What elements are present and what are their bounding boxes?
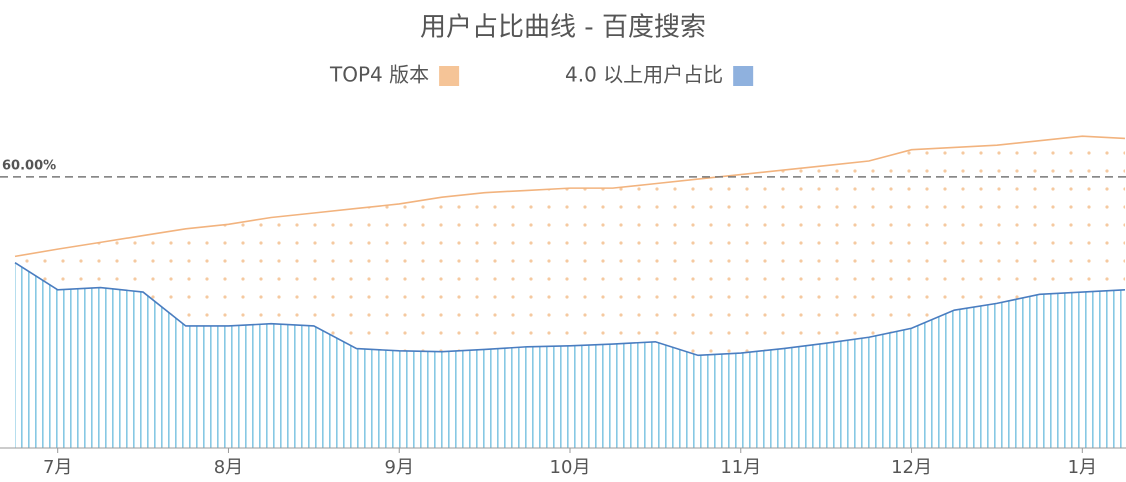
legend-label: TOP4 版本 (329, 63, 429, 87)
x-tick-label: 9月 (385, 457, 414, 478)
legend-label: 4.0 以上用户占比 (565, 63, 723, 87)
legend-swatch (733, 66, 754, 86)
legend-swatch (439, 66, 460, 86)
area-fill (15, 262, 1125, 448)
area-fill (15, 136, 1125, 356)
x-tick-label: 1月 (1068, 457, 1097, 478)
x-tick-label: 11月 (720, 457, 761, 478)
x-tick-label: 7月 (43, 457, 72, 478)
series-line (14, 135, 1126, 258)
reference-label: 60.00% (2, 158, 56, 173)
series-line (14, 262, 1126, 357)
x-tick-label: 12月 (891, 457, 932, 478)
x-tick-label: 8月 (214, 457, 243, 478)
chart-title: 用户占比曲线 - 百度搜索 (420, 13, 706, 43)
x-tick-label: 10月 (550, 457, 591, 478)
